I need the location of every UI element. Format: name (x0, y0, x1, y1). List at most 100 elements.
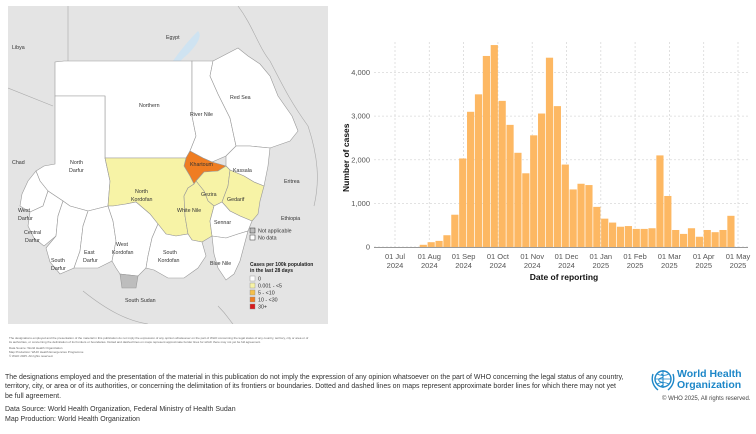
state-south-kordofan[interactable] (145, 223, 207, 279)
label-river-nile: River Nile (190, 112, 213, 118)
bar (640, 228, 648, 247)
legend-swatch (249, 282, 256, 289)
bar (553, 106, 561, 248)
x-tick-label-year: 2024 (490, 261, 507, 270)
state-gedarif[interactable] (221, 169, 265, 222)
label-west-darfur-1: West (18, 208, 30, 214)
bar (593, 206, 601, 247)
bar (616, 226, 625, 247)
label-central-darfur-1: Central (24, 230, 41, 236)
label-south-kordofan-1: South (163, 250, 177, 256)
x-tick-label-month: 01 Mar (658, 252, 682, 261)
x-tick-label-month: 01 Jan (590, 252, 613, 261)
y-tick-label: 1,000 (351, 199, 370, 208)
bar (695, 236, 703, 247)
x-tick-label-year: 2024 (558, 261, 575, 270)
area-abyei[interactable] (119, 273, 139, 289)
border-line (82, 290, 149, 324)
bar (522, 173, 530, 247)
y-tick-label: 0 (366, 243, 370, 252)
label-red-sea: Red Sea (230, 95, 251, 101)
x-tick-label-year: 2024 (421, 261, 438, 270)
map-legend: Not applicable No data Cases per 100k po… (249, 227, 313, 311)
legend-class-label: 10 - <30 (258, 298, 278, 304)
bar (632, 228, 640, 247)
bar (545, 57, 554, 248)
who-name-line2: Organization (677, 378, 742, 391)
x-tick-label-month: 01 Feb (623, 252, 646, 261)
x-tick-label-year: 2024 (524, 261, 541, 270)
bars-layer (419, 45, 735, 248)
bar (474, 94, 483, 247)
bar (514, 152, 522, 247)
bar (561, 164, 569, 247)
x-tick-label-month: 01 Dec (555, 252, 579, 261)
legend-title-line2: in the last 28 days (250, 268, 293, 274)
label-gezira: Gezira (201, 192, 217, 198)
x-tick-label-month: 01 Oct (487, 252, 510, 261)
map-data-source: Data Source: World Health Organization (9, 346, 63, 350)
grid-layer (374, 42, 748, 248)
label-white-nile: White Nile (177, 208, 201, 214)
x-tick-label-month: 01 Nov (520, 252, 544, 261)
legend-swatch-no-data (249, 234, 256, 241)
label-eritrea: Eritrea (284, 179, 300, 185)
bar (687, 228, 696, 247)
bar (585, 185, 593, 247)
bar (727, 215, 735, 247)
bar (451, 214, 459, 247)
x-tick-label-month: 01 Jul (385, 252, 405, 261)
label-khartoum: Khartoum (190, 162, 214, 168)
bar (419, 244, 427, 247)
footer-data-source: Data Source: World Health Organization, … (5, 406, 236, 414)
bar (601, 218, 609, 247)
legend-class-label: 0 (258, 277, 261, 283)
who-branding: World Health Organization © WHO 2025, Al… (650, 366, 756, 426)
states-layer (19, 47, 299, 289)
bar (609, 222, 617, 247)
label-west-darfur-2: Darfur (18, 216, 33, 222)
bar (467, 111, 475, 247)
label-sennar: Sennar (214, 220, 231, 226)
legend-label-no-data: No data (258, 236, 277, 242)
epi-curve-chart: 0 1,000 2,000 3,000 4,000 01 Jul 2024 01 Aug 202… (330, 40, 756, 300)
legend-swatch (249, 303, 256, 310)
label-west-kordofan-1: West (116, 242, 128, 248)
who-logo-text: World Health Organization (677, 369, 742, 390)
legend-swatch (249, 289, 256, 296)
x-tick-label-month: 01 Sep (452, 252, 476, 261)
who-name-line1: World Health (677, 368, 742, 380)
label-chad: Chad (12, 160, 25, 166)
y-tick-label: 4,000 (351, 68, 370, 77)
label-east-darfur-1: East (84, 250, 95, 256)
legend-class-label: 5 - <10 (258, 291, 275, 297)
map-production: Map Production: WHO Health Emergencies P… (9, 350, 84, 354)
x-tick-label-year: 2024 (455, 261, 472, 270)
who-emblem-icon (651, 370, 675, 391)
bar (435, 240, 443, 247)
label-north-darfur-2: Darfur (69, 168, 84, 174)
state-red-sea[interactable] (209, 47, 299, 149)
label-west-kordofan-2: Kordofan (112, 250, 134, 256)
footer-disclaimer: The designations employed and the presen… (5, 374, 624, 400)
bar (656, 155, 664, 247)
x-tick-label-year: 2024 (387, 261, 404, 270)
label-east-darfur-2: Darfur (83, 258, 98, 264)
coastline (237, 6, 318, 207)
sudan-map: Libya Egypt Chad Eritrea Ethiopia South … (8, 6, 328, 324)
label-northern: Northern (139, 103, 160, 109)
bar (443, 235, 451, 247)
map-disclaimer: The designations employed and the presen… (9, 336, 309, 358)
x-tick-label-month: 01 May (726, 252, 751, 261)
bar (490, 45, 498, 247)
bar (680, 233, 688, 247)
state-blue-nile[interactable] (211, 230, 249, 281)
x-tick-label-month: 01 Apr (693, 252, 715, 261)
legend-swatch-not-applicable (249, 227, 256, 234)
footer: The designations employed and the presen… (5, 373, 625, 424)
x-tick-label-year: 2025 (592, 261, 609, 270)
x-tick-label-year: 2025 (695, 261, 712, 270)
label-south-darfur-2: Darfur (51, 266, 66, 272)
